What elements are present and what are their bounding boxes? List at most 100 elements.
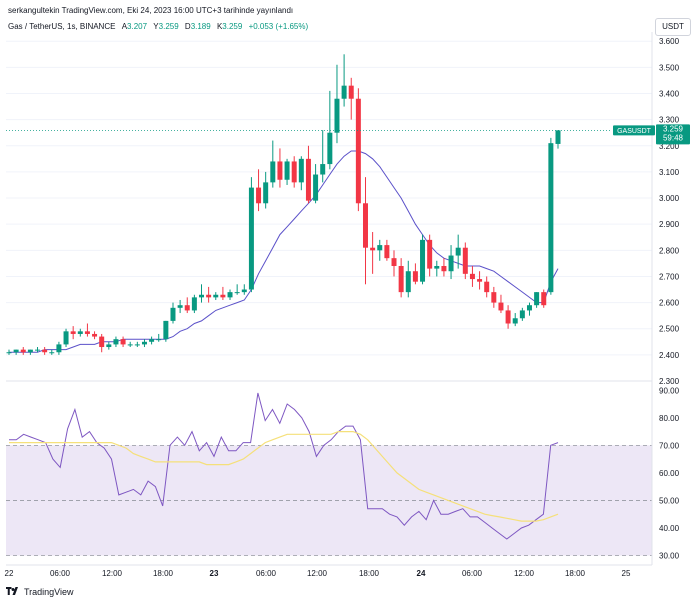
price-tick-label: 3.600 [659,37,680,46]
candle-body [519,310,525,319]
candle-body [284,161,290,180]
rsi-panel[interactable] [6,392,652,556]
candle-body [206,294,212,298]
candle-body [384,245,390,259]
tradingview-brand: TradingView [24,587,74,597]
candle-body [6,352,12,354]
candle-body [99,336,105,348]
candle-body [555,130,561,144]
candle-body [191,297,197,311]
bar-countdown-label: 59:48 [663,133,684,142]
candle-body [220,294,226,298]
last-price-tag [656,124,690,145]
candle-body [412,271,418,282]
symbol-label[interactable]: Gas / TetherUS, 1s, BINANCE [8,22,116,31]
chart-attribution: serkangultekin TradingView.com, Eki 24, … [8,6,294,15]
time-tick-label: 23 [210,569,219,578]
last-price-label: 3.259 [663,124,684,133]
candle-body [184,305,190,311]
ohlc-legend: Gas / TetherUS, 1s, BINANCE A3.207 Y3.25… [8,22,308,31]
price-tick-label: 2.500 [659,325,680,334]
time-tick-label: 22 [5,569,14,578]
candle-body [13,349,19,353]
candle-body [448,255,454,272]
candle-body [498,302,504,311]
candle-body [391,258,397,266]
candle-body [327,132,333,165]
candle-body [298,158,304,183]
time-tick-label: 24 [417,569,426,578]
currency-button[interactable]: USDT [655,18,691,36]
candle-body [477,279,483,282]
candles-layer [6,54,561,355]
candle-body [120,339,126,345]
footer-brand[interactable]: TradingView [6,587,74,597]
price-tick-label: 3.100 [659,168,680,177]
candle-body [170,307,176,321]
candle-body [348,85,354,99]
candle-body [63,331,69,345]
candle-body [512,318,518,324]
axes-layer: 3.600 3.500 3.400 3.300 3.200 3.100 3.000 2.900… [5,32,680,578]
candle-body [77,331,83,334]
candle-body [20,349,26,353]
change-value: +0.053 (+1.65%) [248,22,309,31]
candle-body [320,164,326,175]
price-grid [6,40,652,382]
rsi-tick-label: 80.00 [659,414,680,423]
candle-body [484,281,490,293]
rsi-tick-label: 60.00 [659,469,680,478]
candle-body [405,271,411,293]
moving-average-layer [9,150,559,353]
symbol-price-tag [613,125,655,136]
price-tick-label: 3.000 [659,194,680,203]
price-tick-label: 2.400 [659,351,680,360]
price-tag-layer: GASUSDT 3.259 59:48 [6,124,690,145]
candle-body [455,247,461,256]
candle-body [256,187,262,204]
time-tick-label: 18:00 [153,569,174,578]
candle-body [27,349,33,353]
time-tick-label: 25 [622,569,631,578]
candle-body [291,161,297,183]
candle-body [241,289,247,293]
time-tick-label: 18:00 [565,569,586,578]
candle-body [42,349,48,353]
candle-body [534,292,540,306]
open-label: A [121,22,128,31]
price-tick-label: 3.300 [659,116,680,125]
rsi-tick-label: 30.00 [659,551,680,560]
candle-body [156,339,162,341]
candle-body [277,161,283,180]
price-tick-label: 2.300 [659,377,680,386]
candle-body [248,187,254,290]
time-tick-label: 12:00 [102,569,123,578]
candle-body [398,266,404,293]
candle-body [213,294,219,298]
low-value: 3.189 [190,22,211,31]
price-tick-label: 3.500 [659,63,680,72]
candle-body [70,331,76,334]
time-tick-label: 12:00 [307,569,328,578]
candle-body [334,98,340,133]
candle-body [441,266,447,272]
price-tick-label: 2.900 [659,220,680,229]
candle-body [127,344,133,346]
price-tick-label: 2.800 [659,246,680,255]
candle-body [92,333,98,337]
candle-body [263,182,269,204]
symbol-tag-label: GASUSDT [617,128,652,135]
price-tick-label: 2.600 [659,299,680,308]
candle-body [163,320,169,340]
tradingview-logo-icon [6,587,18,595]
time-tick-label: 06:00 [462,569,483,578]
candle-body [355,98,361,204]
moving-average-line [9,150,559,353]
time-tick-label: 12:00 [514,569,535,578]
candle-body [341,85,347,99]
candle-body [469,273,475,280]
time-tick-label: 06:00 [50,569,71,578]
candle-body [141,341,147,345]
price-tick-label: 3.400 [659,90,680,99]
